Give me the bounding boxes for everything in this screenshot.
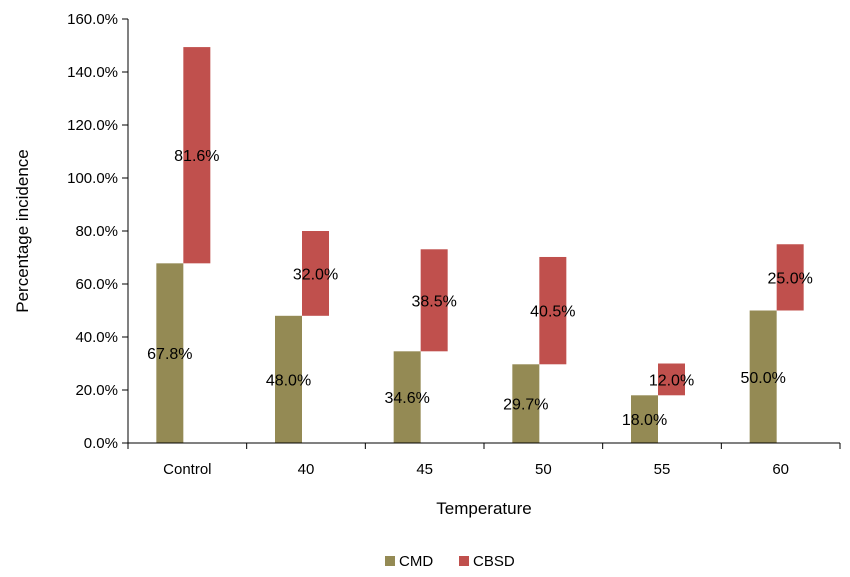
bar-cmd xyxy=(749,310,777,443)
data-label-cmd: 50.0% xyxy=(740,370,785,387)
y-tick-label: 60.0% xyxy=(75,276,118,293)
x-tick-label: 45 xyxy=(416,461,433,478)
y-tick-label: 160.0% xyxy=(67,11,118,28)
data-label-cmd: 67.8% xyxy=(147,346,192,363)
x-axis-title: Temperature xyxy=(436,499,531,518)
data-label-cbsd: 40.5% xyxy=(530,304,575,321)
data-label-cmd: 29.7% xyxy=(503,397,548,414)
bar-cbsd xyxy=(420,249,448,352)
bar-cbsd xyxy=(302,231,329,316)
bar-cbsd xyxy=(776,244,804,311)
bar-cmd xyxy=(156,263,184,443)
bar-cbsd xyxy=(539,256,567,365)
y-axis-title: Percentage incidence xyxy=(13,149,32,313)
data-label-cbsd: 32.0% xyxy=(293,266,338,283)
x-tick-label: 50 xyxy=(535,461,552,478)
data-label-cbsd: 25.0% xyxy=(767,270,812,287)
y-tick-label: 100.0% xyxy=(67,170,118,187)
bar-cbsd xyxy=(658,363,685,396)
y-tick-label: 80.0% xyxy=(75,223,118,240)
data-label-cbsd: 12.0% xyxy=(649,372,694,389)
y-axis-ticks: 0.0% 20.0% 40.0% 60.0% 80.0% 100.0% 120.0% 140.… xyxy=(67,11,128,452)
y-tick-label: 0.0% xyxy=(84,435,118,452)
x-tick-label: 40 xyxy=(298,461,315,478)
legend-swatch-cmd xyxy=(385,556,395,566)
y-tick-label: 120.0% xyxy=(67,117,118,134)
data-label-cmd: 18.0% xyxy=(622,412,667,429)
x-tick-label: Control xyxy=(163,461,211,478)
data-label-cmd: 48.0% xyxy=(266,372,311,389)
data-label-cbsd: 81.6% xyxy=(174,148,219,165)
x-tick-label: 55 xyxy=(654,461,671,478)
bar-cmd xyxy=(393,351,421,443)
x-axis-ticks: Control 40 45 50 55 60 xyxy=(127,443,841,478)
data-labels: 67.8% 81.6% 48.0% 32.0% 34.6% 38.5% 29.7% 40.5%… xyxy=(147,148,813,429)
legend-swatch-cbsd xyxy=(459,556,469,566)
legend-label-cmd: CMD xyxy=(399,553,433,570)
y-tick-label: 140.0% xyxy=(67,64,118,81)
bar-cmd xyxy=(275,315,302,443)
y-tick-label: 20.0% xyxy=(75,382,118,399)
bar-cmd xyxy=(631,395,658,443)
bar-cmd xyxy=(512,364,540,443)
data-label-cbsd: 38.5% xyxy=(411,293,456,310)
legend-label-cbsd: CBSD xyxy=(473,553,515,570)
legend: CMD CBSD xyxy=(385,553,515,570)
bar-cbsd xyxy=(183,47,211,264)
y-tick-label: 40.0% xyxy=(75,329,118,346)
bars xyxy=(156,47,804,443)
x-tick-label: 60 xyxy=(772,461,789,478)
data-label-cmd: 34.6% xyxy=(384,390,429,407)
